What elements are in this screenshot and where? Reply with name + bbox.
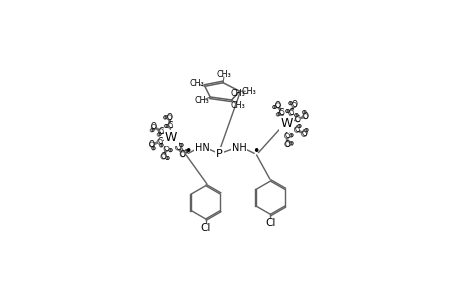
Circle shape xyxy=(289,134,292,137)
Text: ⊕: ⊕ xyxy=(168,148,173,153)
Text: ⊕: ⊕ xyxy=(163,124,168,128)
Circle shape xyxy=(288,102,291,105)
Circle shape xyxy=(164,124,167,128)
Circle shape xyxy=(295,117,300,122)
Circle shape xyxy=(167,115,172,120)
Text: Cl: Cl xyxy=(200,223,210,233)
Circle shape xyxy=(284,142,289,147)
Text: C: C xyxy=(163,144,169,153)
Text: NH: NH xyxy=(231,143,246,153)
Text: HN: HN xyxy=(195,143,209,153)
Text: ⊕: ⊕ xyxy=(301,110,306,115)
Circle shape xyxy=(165,156,168,160)
Text: CH₃: CH₃ xyxy=(195,96,209,105)
Text: W: W xyxy=(164,131,177,144)
Text: O: O xyxy=(149,140,155,149)
Text: C: C xyxy=(157,137,162,146)
Text: ⊕: ⊕ xyxy=(149,128,154,133)
Circle shape xyxy=(150,129,153,132)
Text: C: C xyxy=(284,131,289,140)
Text: CH₃: CH₃ xyxy=(189,79,203,88)
Text: C: C xyxy=(158,127,163,136)
Circle shape xyxy=(175,145,180,150)
Circle shape xyxy=(179,143,183,147)
Text: O: O xyxy=(274,101,280,110)
Circle shape xyxy=(302,114,307,119)
Circle shape xyxy=(302,111,305,114)
Text: ⊕: ⊕ xyxy=(183,149,188,154)
Text: O: O xyxy=(284,140,290,148)
Text: O: O xyxy=(160,152,166,161)
Text: ⊕: ⊕ xyxy=(288,142,293,146)
Circle shape xyxy=(164,146,169,151)
Text: ⊕: ⊕ xyxy=(303,128,308,133)
Circle shape xyxy=(157,133,160,136)
Circle shape xyxy=(161,154,166,159)
Circle shape xyxy=(159,144,162,147)
Text: CH₃: CH₃ xyxy=(241,87,255,96)
Circle shape xyxy=(285,110,288,113)
Text: CH₃: CH₃ xyxy=(217,70,231,79)
Circle shape xyxy=(301,131,306,136)
Circle shape xyxy=(151,147,155,150)
Text: O: O xyxy=(179,150,185,159)
Text: C: C xyxy=(167,121,172,130)
Text: W: W xyxy=(280,117,292,130)
Circle shape xyxy=(184,150,187,154)
Text: •: • xyxy=(251,145,258,158)
Text: CH₃: CH₃ xyxy=(230,101,245,110)
Circle shape xyxy=(163,116,167,119)
Circle shape xyxy=(151,124,156,129)
Text: ⊕: ⊕ xyxy=(179,142,184,148)
Text: •: • xyxy=(184,145,191,158)
Circle shape xyxy=(289,142,292,146)
Circle shape xyxy=(294,127,299,132)
Circle shape xyxy=(180,152,185,157)
Text: ⊕: ⊕ xyxy=(274,112,280,117)
Text: P: P xyxy=(216,149,223,159)
Circle shape xyxy=(272,106,275,109)
Circle shape xyxy=(167,123,172,128)
Text: ⊕: ⊕ xyxy=(156,132,161,137)
Circle shape xyxy=(284,133,289,138)
Text: C: C xyxy=(278,108,284,117)
Text: C: C xyxy=(294,125,299,134)
Text: O: O xyxy=(302,112,308,121)
Text: O: O xyxy=(151,122,157,131)
Circle shape xyxy=(304,129,307,132)
Text: O: O xyxy=(301,129,307,138)
Circle shape xyxy=(297,124,300,128)
Circle shape xyxy=(294,114,297,117)
Circle shape xyxy=(149,142,154,147)
Text: C: C xyxy=(288,108,293,117)
Circle shape xyxy=(168,149,172,152)
Text: ⊕: ⊕ xyxy=(288,133,293,138)
Circle shape xyxy=(288,110,293,115)
Circle shape xyxy=(158,129,163,134)
Text: C: C xyxy=(294,115,300,124)
Text: CH₃: CH₃ xyxy=(230,89,244,98)
Circle shape xyxy=(291,102,296,107)
Text: ⊕: ⊕ xyxy=(296,124,301,129)
Text: ⊕: ⊕ xyxy=(162,115,168,120)
Circle shape xyxy=(278,110,283,116)
Text: ⊕: ⊕ xyxy=(151,146,156,151)
Circle shape xyxy=(275,113,279,116)
Text: O: O xyxy=(166,113,172,122)
Text: C: C xyxy=(175,143,180,152)
Text: Cl: Cl xyxy=(265,218,275,229)
Text: O: O xyxy=(291,100,297,109)
Circle shape xyxy=(157,139,162,144)
Text: ⊕: ⊕ xyxy=(158,143,163,148)
Text: ⊕: ⊕ xyxy=(271,105,276,110)
Circle shape xyxy=(275,103,280,108)
Text: ⊕: ⊕ xyxy=(287,101,292,106)
Text: ⊕: ⊕ xyxy=(164,155,169,160)
Text: ⊕: ⊕ xyxy=(284,109,289,114)
Text: ⊕: ⊕ xyxy=(293,113,298,118)
